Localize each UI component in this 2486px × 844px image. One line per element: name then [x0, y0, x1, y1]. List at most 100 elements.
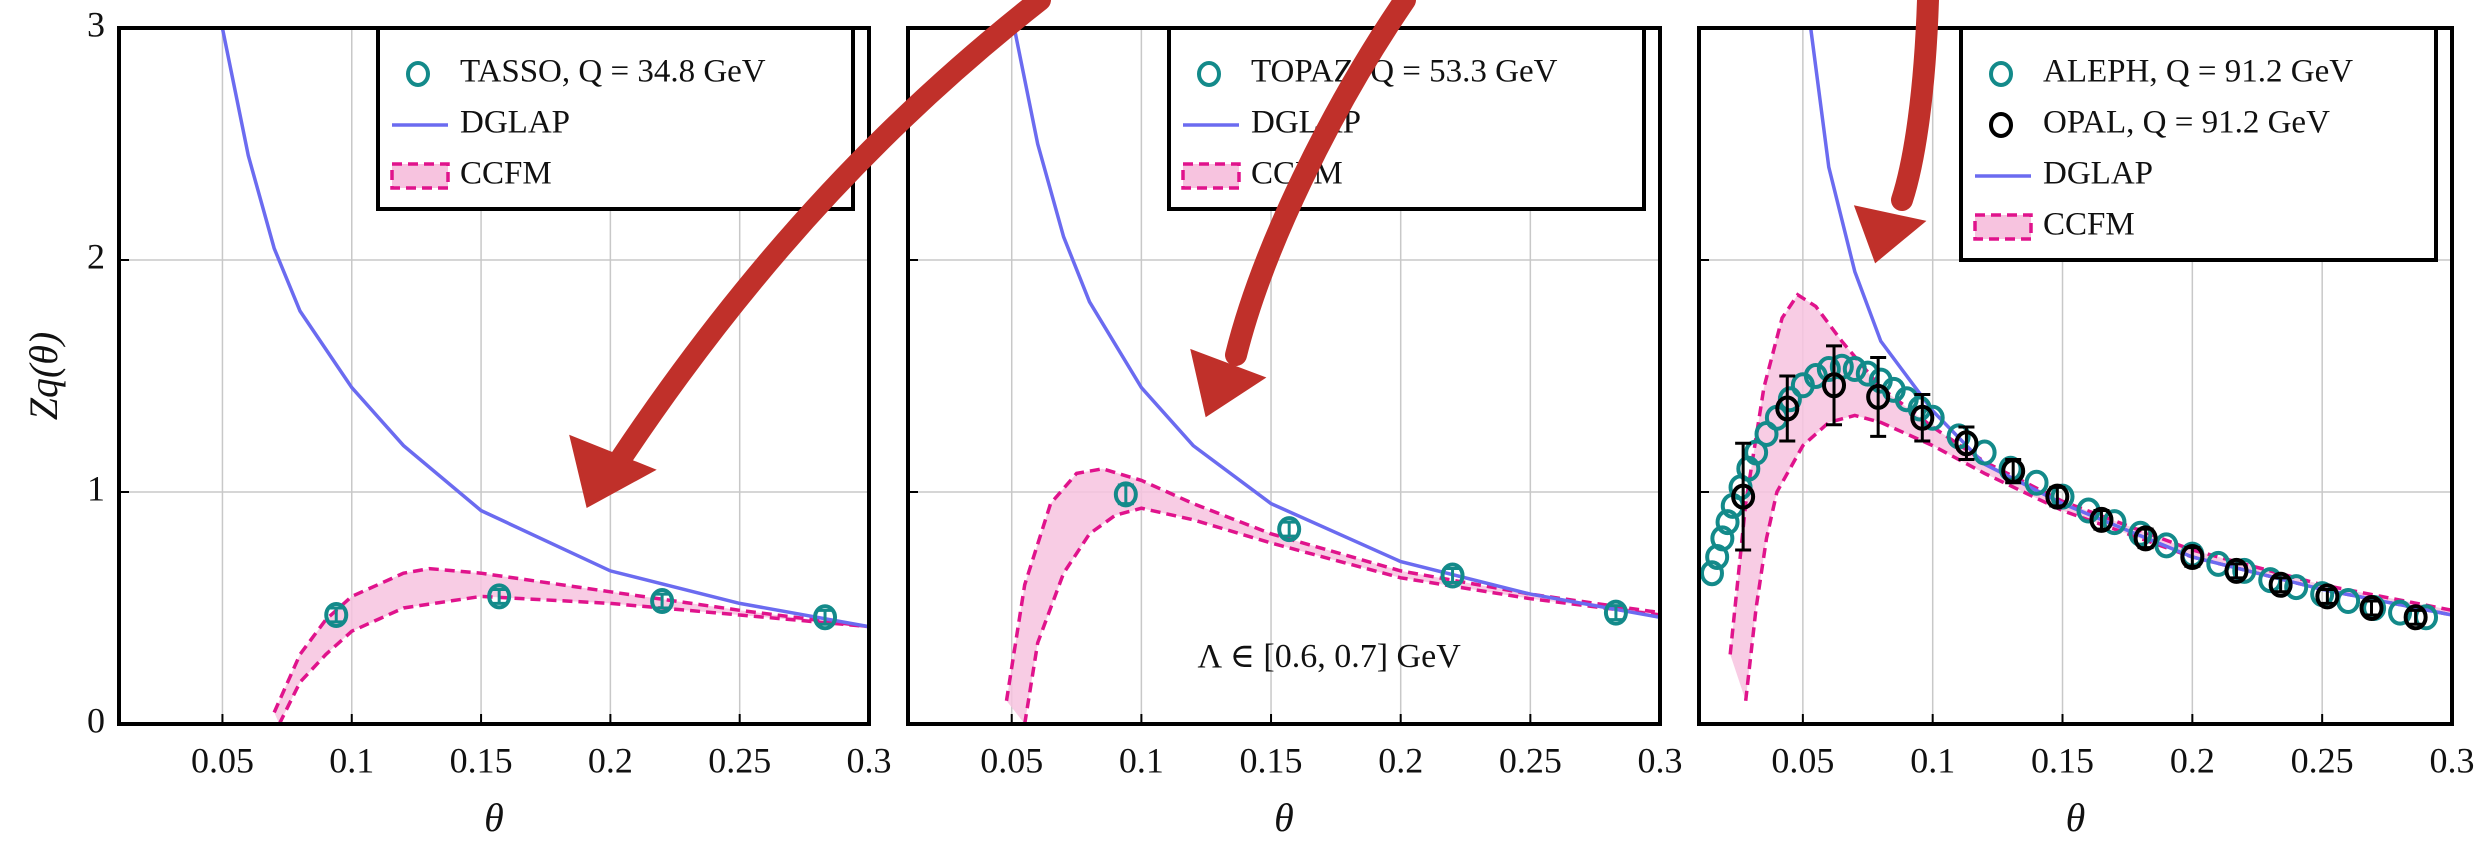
decor-arrows — [569, 0, 1939, 509]
x-tick-label: 0.15 — [2031, 740, 2094, 780]
legend-label: TASSO, Q = 34.8 GeV — [460, 54, 766, 90]
error-bar — [1870, 355, 1887, 438]
x-tick-label: 0.1 — [1910, 740, 1955, 780]
point — [2128, 520, 2153, 547]
legend-label: CCFM — [2043, 207, 2135, 243]
x-tick-label: 0.25 — [2291, 740, 2354, 780]
arrow-head — [1190, 348, 1267, 418]
point — [2284, 574, 2309, 601]
legend-marker — [1973, 213, 2033, 241]
arrow-head — [569, 434, 657, 509]
error-bar — [1735, 441, 1752, 552]
legend-label: CCFM — [460, 156, 552, 192]
line — [1012, 28, 1660, 620]
y-tick-label: 3 — [87, 4, 105, 44]
point — [324, 601, 349, 628]
line — [220, 28, 869, 629]
point — [2403, 604, 2428, 631]
point — [1277, 516, 1302, 543]
x-axis-label: θ — [1274, 795, 1294, 840]
point — [2268, 571, 2293, 598]
error-bar — [1914, 393, 1931, 443]
point — [1954, 430, 1979, 457]
band-edge — [277, 594, 869, 724]
x-axis-label: θ — [484, 795, 504, 840]
plot-area — [220, 28, 869, 724]
y-tick-label: 0 — [87, 700, 105, 740]
y-tick-label: 2 — [87, 236, 105, 276]
band-fill — [1730, 294, 2452, 701]
legend-marker — [1181, 162, 1241, 190]
point — [2154, 532, 2179, 559]
point — [2089, 506, 2114, 533]
arrow — [1891, 0, 1939, 211]
legend: ALEPH, Q = 91.2 GeV OPAL, Q = 91.2 GeV DGL… — [1959, 26, 2438, 262]
legend-label: OPAL, Q = 91.2 GeV — [2043, 105, 2330, 141]
arrow — [609, 0, 1051, 471]
x-tick-label: 0.25 — [1499, 740, 1562, 780]
point — [2232, 557, 2257, 584]
x-tick-label: 0.1 — [329, 740, 374, 780]
plot-area — [1699, 28, 2452, 701]
legend-marker — [1197, 61, 1221, 87]
band-fill — [274, 568, 869, 724]
point — [813, 604, 838, 631]
panels: 0.05 0.1 0.15 0.2 0.25 0.3 0 1 2 3 TASSO, Q = 34.8… — [21, 4, 2474, 840]
point — [2388, 599, 2413, 626]
x-tick-label: 0.05 — [980, 740, 1043, 780]
legend-label: TOPAZ, Q = 53.3 GeV — [1251, 54, 1558, 90]
legend-marker — [1989, 61, 2013, 87]
legend: TASSO, Q = 34.8 GeV DGLAP CCFM — [376, 26, 855, 211]
point — [2001, 458, 2026, 485]
legend-label: DGLAP — [460, 105, 570, 141]
band-edge — [1022, 506, 1660, 724]
legend-marker — [406, 61, 430, 87]
plot-area — [1004, 28, 1660, 724]
legend-label: ALEPH, Q = 91.2 GeV — [2043, 54, 2353, 90]
point — [1710, 525, 1735, 552]
x-tick-label: 0.3 — [1638, 740, 1683, 780]
band-edge — [272, 566, 869, 714]
point — [2045, 483, 2070, 510]
point — [1816, 356, 1841, 383]
x-tick-label: 0.2 — [1378, 740, 1423, 780]
point — [1744, 439, 1769, 466]
x-tick-label: 0.2 — [2170, 740, 2215, 780]
error-bar — [1281, 520, 1298, 538]
x-tick-label: 0.15 — [1240, 740, 1303, 780]
x-tick-label: 0.1 — [1119, 740, 1164, 780]
point — [1113, 481, 1138, 508]
point — [2102, 509, 2127, 536]
error-bar — [1826, 344, 1843, 427]
error-bar — [1779, 374, 1796, 443]
arrow-head — [1853, 205, 1927, 264]
point — [487, 583, 512, 610]
legend-box — [1167, 26, 1646, 211]
point — [1731, 483, 1756, 510]
point — [1822, 372, 1847, 399]
arrow — [1225, 0, 1416, 366]
point — [1775, 395, 1800, 422]
point — [2180, 543, 2205, 570]
band-fill — [1006, 468, 1660, 724]
y-tick-label: 1 — [87, 468, 105, 508]
panel: 0.05 0.1 0.15 0.2 0.25 0.3 0 1 2 3 TASSO, Q = 34.8… — [21, 4, 891, 840]
x-tick-label: 0.05 — [1771, 740, 1834, 780]
point — [2024, 469, 2049, 496]
panel: 0.05 0.1 0.15 0.2 0.25 0.3 ALEPH, Q = 91.2 GeV… — [1697, 26, 2475, 840]
x-tick-label: 0.3 — [847, 740, 892, 780]
legend-marker — [390, 162, 450, 190]
x-axis-label: θ — [2066, 795, 2086, 840]
legend-marker — [1989, 112, 2013, 138]
point — [2224, 557, 2249, 584]
point — [1910, 404, 1935, 431]
point — [1440, 562, 1465, 589]
band-edge — [1743, 413, 2452, 701]
legend-box — [1959, 26, 2438, 262]
point — [1699, 560, 1724, 587]
legend-box — [376, 26, 855, 211]
point — [1715, 509, 1740, 536]
x-tick-label: 0.3 — [2430, 740, 2475, 780]
x-tick-label: 0.15 — [450, 740, 513, 780]
